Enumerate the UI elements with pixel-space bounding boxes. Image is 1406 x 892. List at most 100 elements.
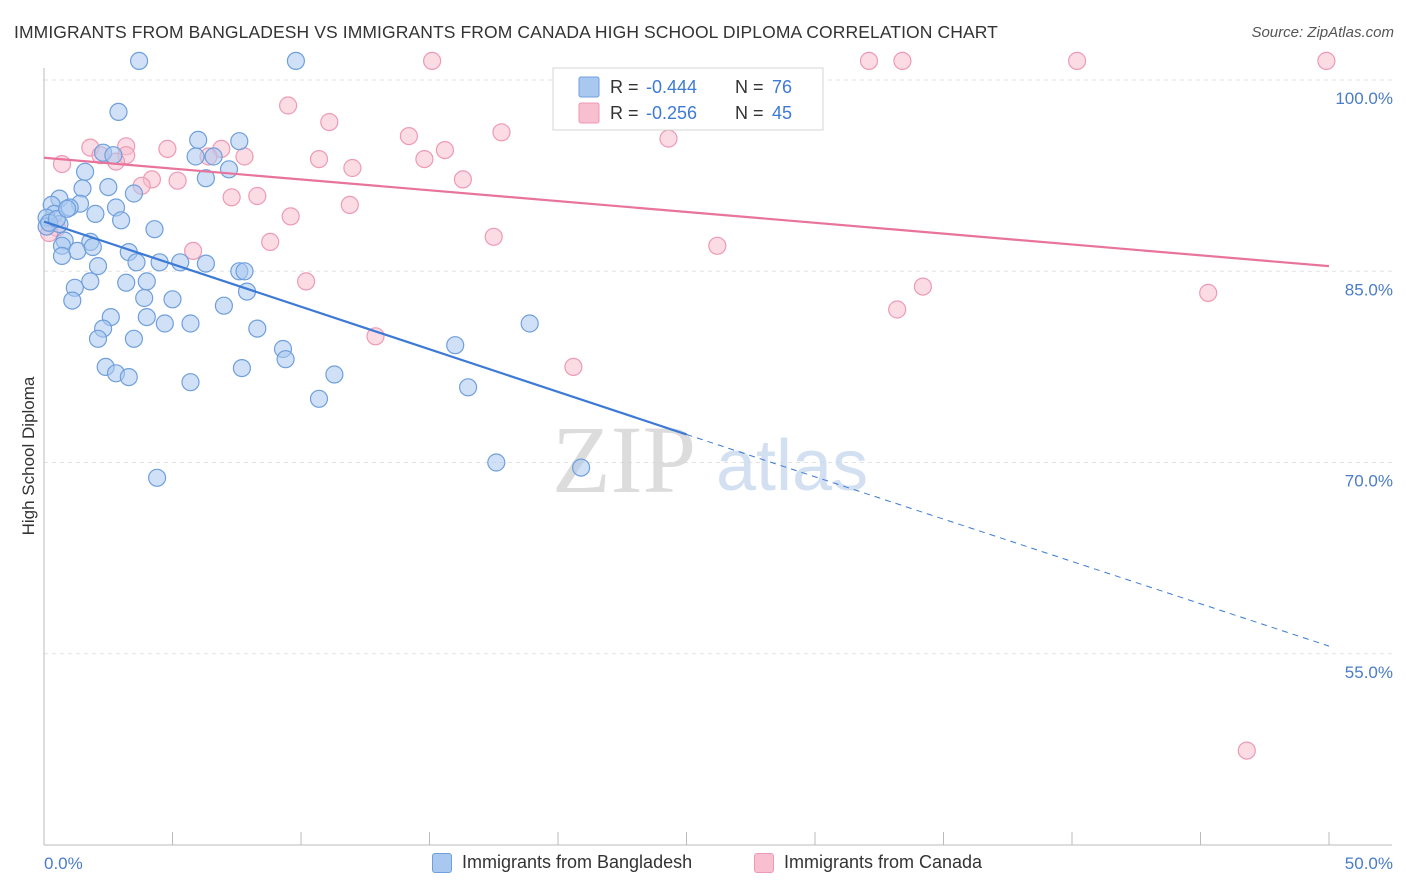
bangladesh-point-7 bbox=[204, 147, 223, 166]
canada-point-5 bbox=[279, 96, 298, 115]
bangladesh-point-2 bbox=[109, 102, 128, 122]
bangladesh-point-51 bbox=[181, 314, 200, 333]
legend-r-label-canada: R = bbox=[610, 103, 639, 123]
canada-point-20 bbox=[415, 150, 434, 169]
legend-swatch-canada bbox=[578, 102, 600, 124]
bangladesh-point-50 bbox=[155, 314, 174, 333]
bangladesh-point-35 bbox=[196, 254, 215, 273]
bangladesh-point-38 bbox=[235, 262, 254, 281]
canada-point-14 bbox=[435, 141, 454, 160]
legend-swatch-bangladesh bbox=[578, 76, 600, 98]
bangladesh-point-45 bbox=[163, 290, 182, 309]
trend-lines bbox=[43, 156, 1330, 647]
bangladesh-point-53 bbox=[248, 319, 267, 338]
legend-item-bangladesh[interactable]: Immigrants from Bangladesh bbox=[432, 852, 692, 873]
legend-r-value-bangladesh: -0.444 bbox=[646, 77, 697, 97]
bangladesh-point-8 bbox=[104, 146, 123, 165]
series-canada-points bbox=[39, 51, 1336, 760]
canada-point-25 bbox=[453, 170, 472, 189]
bangladesh-point-0 bbox=[130, 51, 149, 71]
bangladesh-point-48 bbox=[137, 308, 156, 327]
canada-point-2 bbox=[893, 51, 912, 71]
x-axis-ticks bbox=[43, 832, 1330, 845]
canada-point-36 bbox=[184, 241, 203, 260]
y-tick-label-2: 70.0% bbox=[1345, 472, 1393, 491]
canada-point-1 bbox=[859, 51, 879, 71]
legend-n-label-canada: N = bbox=[735, 103, 764, 123]
canada-point-7 bbox=[492, 123, 511, 142]
bangladesh-point-31 bbox=[52, 246, 72, 265]
bangladesh-point-59 bbox=[276, 350, 295, 369]
canada-point-28 bbox=[248, 186, 267, 206]
canada-point-19 bbox=[309, 150, 329, 169]
legend-label-canada: Immigrants from Canada bbox=[784, 852, 983, 872]
bangladesh-point-56 bbox=[520, 314, 539, 333]
watermark-atlas: atlas bbox=[716, 426, 868, 506]
bangladesh-point-32 bbox=[127, 253, 146, 272]
canada-point-0 bbox=[423, 51, 442, 71]
legend-marker-canada bbox=[754, 852, 774, 873]
canada-point-12 bbox=[158, 139, 177, 158]
canada-point-3 bbox=[1067, 51, 1087, 71]
bangladesh-point-41 bbox=[137, 272, 156, 291]
watermark-zip: ZIP bbox=[552, 406, 696, 513]
bangladesh-point-11 bbox=[75, 162, 95, 181]
axes bbox=[43, 68, 1392, 846]
canada-point-39 bbox=[1199, 283, 1218, 302]
trend-line-canada bbox=[43, 156, 1330, 268]
legend-item-canada[interactable]: Immigrants from Canada bbox=[754, 852, 982, 873]
stats-legend: R = -0.444 N = 76 R = -0.256 N = 45 bbox=[552, 67, 824, 131]
canada-point-8 bbox=[399, 127, 418, 146]
canada-point-30 bbox=[340, 195, 359, 214]
bangladesh-point-55 bbox=[124, 329, 143, 348]
bangladesh-point-67 bbox=[309, 389, 329, 408]
bangladesh-point-34 bbox=[171, 253, 190, 272]
canada-point-9 bbox=[659, 129, 678, 148]
y-tick-label-0: 100.0% bbox=[1335, 89, 1393, 108]
bangladesh-point-47 bbox=[214, 296, 233, 315]
source-label: Source: ZipAtlas.com bbox=[1251, 24, 1394, 41]
series-legend: Immigrants from Bangladesh Immigrants fr… bbox=[0, 852, 1406, 878]
watermark: ZIP atlas bbox=[552, 406, 868, 513]
y-axis-tick-labels: 100.0% 85.0% 70.0% 55.0% bbox=[1335, 89, 1393, 682]
bangladesh-point-54 bbox=[88, 329, 108, 348]
canada-point-38 bbox=[913, 277, 933, 296]
bangladesh-point-75 bbox=[57, 199, 77, 218]
bangladesh-point-22 bbox=[111, 211, 131, 230]
canada-point-31 bbox=[281, 207, 300, 226]
bangladesh-point-69 bbox=[571, 458, 591, 477]
canada-point-6 bbox=[320, 112, 339, 132]
legend-r-value-canada: -0.256 bbox=[646, 103, 697, 123]
bangladesh-point-39 bbox=[81, 272, 100, 291]
y-axis-title: High School Diploma bbox=[19, 376, 38, 535]
canada-point-18 bbox=[235, 147, 254, 166]
legend-r-label-bangladesh: R = bbox=[610, 77, 639, 97]
canada-point-40 bbox=[888, 300, 907, 319]
bangladesh-point-61 bbox=[232, 359, 251, 378]
bangladesh-point-36 bbox=[88, 257, 108, 276]
bangladesh-point-25 bbox=[145, 220, 164, 239]
bangladesh-point-63 bbox=[325, 365, 344, 384]
bangladesh-point-4 bbox=[230, 132, 249, 151]
x-tick-label-max: 50.0% bbox=[1345, 854, 1393, 873]
bangladesh-point-10 bbox=[196, 169, 215, 188]
legend-marker-bangladesh bbox=[432, 852, 452, 873]
bangladesh-point-29 bbox=[68, 241, 87, 260]
chart-title: IMMIGRANTS FROM BANGLADESH VS IMMIGRANTS… bbox=[14, 22, 998, 42]
bangladesh-point-57 bbox=[446, 336, 465, 355]
y-tick-label-1: 85.0% bbox=[1345, 280, 1393, 299]
x-tick-label-min: 0.0% bbox=[44, 854, 83, 873]
bangladesh-point-65 bbox=[181, 373, 200, 392]
bangladesh-point-70 bbox=[148, 468, 167, 487]
bangladesh-point-46 bbox=[63, 291, 82, 310]
legend-label-bangladesh: Immigrants from Bangladesh bbox=[462, 852, 693, 872]
bangladesh-point-20 bbox=[86, 204, 105, 223]
canada-point-43 bbox=[1237, 741, 1256, 760]
bangladesh-point-66 bbox=[459, 378, 478, 397]
bangladesh-point-1 bbox=[286, 51, 305, 71]
trend-line-bangladesh-extension bbox=[686, 433, 1330, 647]
bangladesh-point-6 bbox=[186, 147, 205, 166]
canada-point-42 bbox=[564, 357, 583, 376]
bangladesh-point-12 bbox=[73, 179, 92, 198]
